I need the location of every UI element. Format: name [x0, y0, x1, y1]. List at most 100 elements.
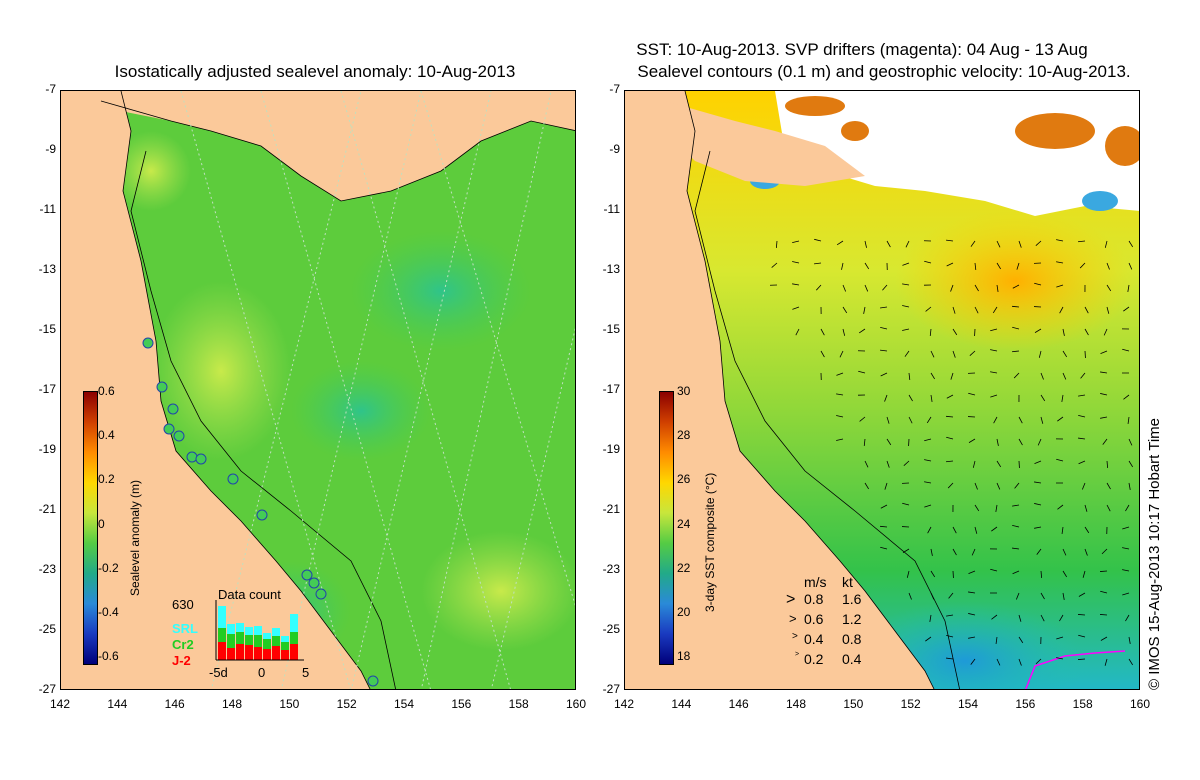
velocity-vector: [1128, 460, 1134, 468]
sealevel-anomaly-map[interactable]: [60, 90, 576, 690]
velocity-vector: [968, 438, 976, 443]
x-axis-tick-left: 156: [451, 697, 472, 711]
velocity-vector: [1040, 416, 1044, 424]
velocity-vector: [1106, 306, 1110, 314]
velocity-vector: [990, 394, 998, 398]
velocity-vector: [996, 262, 1001, 270]
histogram-bar: [227, 648, 235, 660]
velocity-vector: [1062, 372, 1067, 380]
velocity-vector: [924, 260, 932, 264]
histogram-bar: [263, 649, 271, 660]
velocity-vector: [863, 438, 866, 447]
velocity-vector: [1056, 284, 1064, 288]
velocity-legend-header-kt: kt: [842, 574, 853, 590]
y-axis-tick-right: -11: [603, 202, 620, 216]
histogram-bar: [218, 606, 226, 628]
sst-map[interactable]: [624, 90, 1140, 690]
histogram-bar: [272, 646, 280, 660]
velocity-vector: [1018, 658, 1022, 666]
sealevel-colorbar-tick: 0: [98, 516, 105, 531]
histogram-bar: [263, 639, 271, 649]
velocity-vector: [1079, 262, 1086, 269]
histogram-x-tick-minus5: -5d: [209, 665, 228, 680]
velocity-vector: [1016, 262, 1020, 270]
velocity-vector: [1062, 328, 1065, 336]
velocity-vector: [792, 240, 800, 243]
y-axis-tick-right: -9: [609, 142, 620, 156]
x-axis-tick-left: 160: [565, 697, 587, 711]
velocity-vector: [946, 634, 954, 638]
histogram-bar: [236, 623, 244, 632]
velocity-vector: [970, 658, 976, 665]
velocity-vector: [968, 570, 976, 574]
velocity-vector: [1078, 437, 1086, 440]
x-axis-tick-right: 152: [900, 697, 921, 711]
velocity-vector: [858, 328, 866, 334]
velocity-vector: [946, 239, 954, 242]
velocity-vector: [996, 284, 999, 292]
histogram-bar: [272, 636, 280, 646]
velocity-vector: [842, 306, 848, 314]
velocity-vector: [972, 460, 976, 468]
velocity-vector: [880, 504, 888, 509]
histogram-bar: [290, 614, 298, 632]
velocity-vector: [864, 240, 867, 248]
velocity-vector: [1034, 328, 1042, 333]
velocity-vector: [1036, 548, 1042, 555]
velocity-legend-kt: 1.2: [842, 611, 862, 627]
velocity-vector: [1037, 438, 1042, 446]
velocity-legend-header-ms: m/s: [804, 574, 827, 590]
sst-map-graphic: [625, 91, 1139, 689]
velocity-vector: [952, 328, 958, 336]
velocity-vector: [926, 416, 932, 424]
velocity-vector: [836, 372, 844, 376]
histogram-bar: [254, 647, 262, 660]
velocity-vector: [948, 592, 954, 599]
histogram-bar: [245, 627, 253, 635]
velocity-vector: [1056, 239, 1064, 242]
sst-colorbar-label: 3-day SST composite (°C): [703, 472, 717, 612]
velocity-vector: [1099, 570, 1108, 572]
velocity-vector: [1034, 526, 1042, 529]
histogram-bar: [272, 628, 280, 636]
velocity-vector: [1082, 570, 1086, 578]
velocity-vector: [1056, 636, 1064, 640]
velocity-vector: [1077, 658, 1086, 660]
velocity-vector: [1014, 482, 1020, 489]
y-axis-tick-right: -25: [602, 622, 620, 636]
velocity-vector: [1078, 592, 1086, 597]
y-axis-tick-right: -7: [609, 82, 620, 96]
velocity-vector: [1061, 394, 1064, 402]
velocity-vector: [1128, 240, 1134, 248]
velocity-vector: [1018, 614, 1022, 622]
right-map-title-line1: SST: 10-Aug-2013. SVP drifters (magenta)…: [636, 40, 1088, 59]
velocity-vector: [880, 306, 888, 309]
histogram-x-tick-0: 0: [258, 665, 266, 680]
histogram-bar: [290, 632, 298, 644]
y-axis-tick-left: -15: [38, 322, 56, 336]
x-axis-tick-left: 152: [336, 697, 357, 711]
velocity-vector: [886, 416, 890, 424]
x-axis-tick-left: 158: [508, 697, 529, 711]
velocity-vector: [996, 240, 1001, 248]
velocity-vector: [1062, 548, 1067, 556]
velocity-vector: [952, 548, 957, 556]
sst-colorbar-tick: 26: [677, 472, 691, 487]
velocity-vector: [927, 526, 932, 534]
velocity-vector: [884, 482, 888, 490]
velocity-vector: [952, 526, 957, 534]
velocity-vector: [1081, 482, 1086, 490]
velocity-legend-kt: 0.8: [842, 631, 862, 647]
velocity-vector: [1035, 240, 1042, 247]
velocity-vector: [1100, 393, 1108, 396]
data-count-histogram: [215, 600, 304, 661]
histogram-bar: [218, 642, 226, 660]
velocity-vector: [879, 525, 888, 528]
y-axis-tick-left: -17: [38, 382, 56, 396]
velocity-vector: [1084, 328, 1089, 336]
velocity-vector: [1104, 658, 1108, 666]
velocity-vector: [952, 306, 956, 314]
velocity-vector: [1018, 416, 1023, 424]
velocity-vector: [1056, 458, 1064, 462]
velocity-vector: [993, 416, 998, 424]
